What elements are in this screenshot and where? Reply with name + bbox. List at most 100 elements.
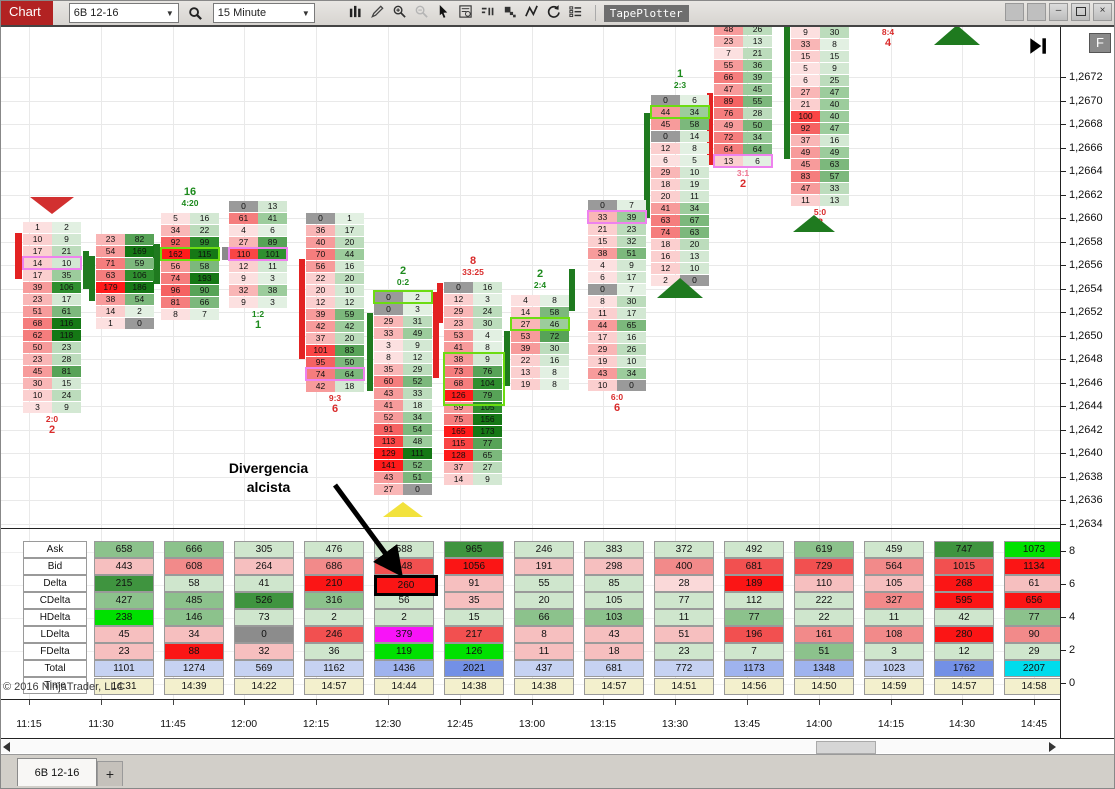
ask-cell: 17 bbox=[335, 224, 364, 236]
panel-cell: 11 bbox=[864, 609, 924, 626]
ask-cell: 34 bbox=[743, 131, 772, 143]
properties-icon[interactable] bbox=[565, 2, 587, 20]
panel-cell: 88 bbox=[164, 643, 224, 660]
footprint-row: 43 34 bbox=[588, 367, 646, 379]
zigzag-icon[interactable] bbox=[521, 2, 543, 20]
chart-style-icon[interactable] bbox=[477, 2, 499, 20]
panel-cell: 526 bbox=[234, 592, 294, 609]
bid-cell: 53 bbox=[511, 330, 540, 342]
close-button[interactable]: × bbox=[1093, 3, 1112, 21]
bid-cell: 10 bbox=[588, 379, 617, 391]
instrument-dropdown[interactable]: 6B 12-16 ▼ bbox=[68, 3, 179, 23]
panel-cell: 298 bbox=[584, 558, 644, 575]
time-tick bbox=[891, 700, 892, 705]
ask-cell: 101 bbox=[258, 248, 287, 260]
v-gridline bbox=[747, 26, 748, 699]
window-icon-button-1[interactable] bbox=[1005, 3, 1024, 21]
bid-cell: 45 bbox=[791, 158, 820, 170]
bid-cell: 0 bbox=[588, 283, 617, 295]
bid-cell: 9 bbox=[229, 296, 258, 308]
panel-scale-label: 6 bbox=[1060, 578, 1076, 590]
footprint-row: 141 52 bbox=[374, 459, 432, 471]
scroll-right-icon[interactable] bbox=[1049, 742, 1056, 752]
panel-cell: 210 bbox=[304, 575, 364, 592]
add-tab-button[interactable]: + bbox=[97, 761, 123, 786]
footprint-row: 29 10 bbox=[651, 166, 709, 178]
interval-dropdown[interactable]: 15 Minute ▼ bbox=[212, 3, 315, 23]
zoom-in-icon[interactable] bbox=[389, 2, 411, 20]
minimize-button[interactable]: – bbox=[1049, 3, 1068, 21]
footprint-cluster: 0 2 0 3 29 31 33 49 3 9 8 12 35 29 60 52 43 33 41 18 52 34 91 5… bbox=[373, 290, 433, 495]
data-box-icon[interactable] bbox=[455, 2, 477, 20]
go-to-last-bar-icon[interactable] bbox=[1027, 35, 1049, 57]
ask-cell: 51 bbox=[617, 247, 646, 259]
ask-cell: 13 bbox=[820, 194, 849, 206]
scroll-left-icon[interactable] bbox=[3, 742, 10, 752]
price-label: 1,2670 bbox=[1069, 94, 1103, 107]
panel-cell: 437 bbox=[514, 660, 574, 677]
ask-cell: 6 bbox=[743, 155, 772, 167]
bid-cell: 10 bbox=[23, 389, 52, 401]
cursor-icon[interactable] bbox=[433, 2, 455, 20]
ask-cell: 12 bbox=[335, 296, 364, 308]
panel-time-cell: 14:51 bbox=[654, 678, 714, 695]
objects-icon[interactable] bbox=[499, 2, 521, 20]
scrollbar-thumb[interactable] bbox=[816, 741, 876, 754]
footprint-row: 23 28 bbox=[23, 353, 81, 365]
sell-signal-triangle bbox=[30, 197, 74, 214]
bid-cell: 4 bbox=[229, 224, 258, 236]
price-tick bbox=[1061, 382, 1066, 384]
pencil-icon[interactable] bbox=[367, 2, 389, 20]
tab-6b-12-16[interactable]: 6B 12-16 bbox=[17, 758, 97, 786]
h-gridline bbox=[1, 218, 1060, 219]
footprint-row: 23 30 bbox=[444, 317, 502, 329]
search-icon[interactable] bbox=[185, 4, 207, 22]
annotation-line2: alcista bbox=[246, 479, 291, 495]
bid-cell: 4 bbox=[588, 259, 617, 271]
price-axis[interactable]: F 1,2672 1,2670 1,2668 1,2666 1,2664 1,2662 1,… bbox=[1060, 25, 1114, 738]
ask-cell: 67 bbox=[680, 214, 709, 226]
time-label: 12:00 bbox=[230, 718, 258, 730]
bid-cell: 110 bbox=[229, 248, 258, 260]
volume-bars-icon[interactable] bbox=[345, 2, 367, 20]
panel-cell: 848 bbox=[374, 558, 434, 575]
ask-cell: 28 bbox=[52, 353, 81, 365]
footprint-row: 14 9 bbox=[444, 473, 502, 485]
ask-cell: 30 bbox=[617, 295, 646, 307]
footprint-row: 45 58 bbox=[651, 118, 709, 130]
instrument-value: 6B 12-16 bbox=[73, 7, 119, 19]
buy-signal-triangle bbox=[793, 215, 835, 232]
panel-cell: 85 bbox=[584, 575, 644, 592]
price-axis-f-badge[interactable]: F bbox=[1089, 33, 1111, 53]
bid-cell: 29 bbox=[374, 315, 403, 327]
footprint-row: 27 46 bbox=[510, 317, 570, 331]
footprint-row: 17 16 bbox=[588, 331, 646, 343]
panel-cell: 1762 bbox=[934, 660, 994, 677]
ask-cell: 2 bbox=[125, 305, 154, 317]
volume-side-bar bbox=[153, 244, 160, 284]
panel-cell: 189 bbox=[724, 575, 784, 592]
footprint-row: 10 9 bbox=[23, 233, 81, 245]
bid-cell: 129 bbox=[374, 447, 403, 459]
reload-icon[interactable] bbox=[543, 2, 565, 20]
panel-cell: 619 bbox=[794, 541, 854, 558]
bid-cell: 59 bbox=[444, 401, 473, 413]
restore-button[interactable] bbox=[1071, 3, 1090, 21]
footprint-row: 0 13 bbox=[229, 200, 287, 212]
footprint-cluster: 0 6 44 34 45 58 0 14 12 8 6 5 29 10 18 19 20 11 41 34 63 67 74… bbox=[650, 94, 710, 286]
ask-cell: 72 bbox=[540, 330, 569, 342]
zoom-out-icon[interactable] bbox=[411, 2, 433, 20]
horizontal-scrollbar[interactable] bbox=[1, 740, 1060, 753]
footprint-cluster: 4 8 14 58 27 46 53 72 39 30 22 16 13 8 19 8 bbox=[510, 294, 570, 390]
ask-cell: 32 bbox=[617, 235, 646, 247]
ask-cell: 39 bbox=[617, 211, 646, 223]
panel-cell: 43 bbox=[584, 626, 644, 643]
bid-cell: 43 bbox=[588, 367, 617, 379]
price-label: 1,2640 bbox=[1069, 447, 1103, 459]
window-icon-button-2[interactable] bbox=[1027, 3, 1046, 21]
panel-time-cell: 14:58 bbox=[1004, 678, 1064, 695]
ask-cell: 23 bbox=[617, 223, 646, 235]
